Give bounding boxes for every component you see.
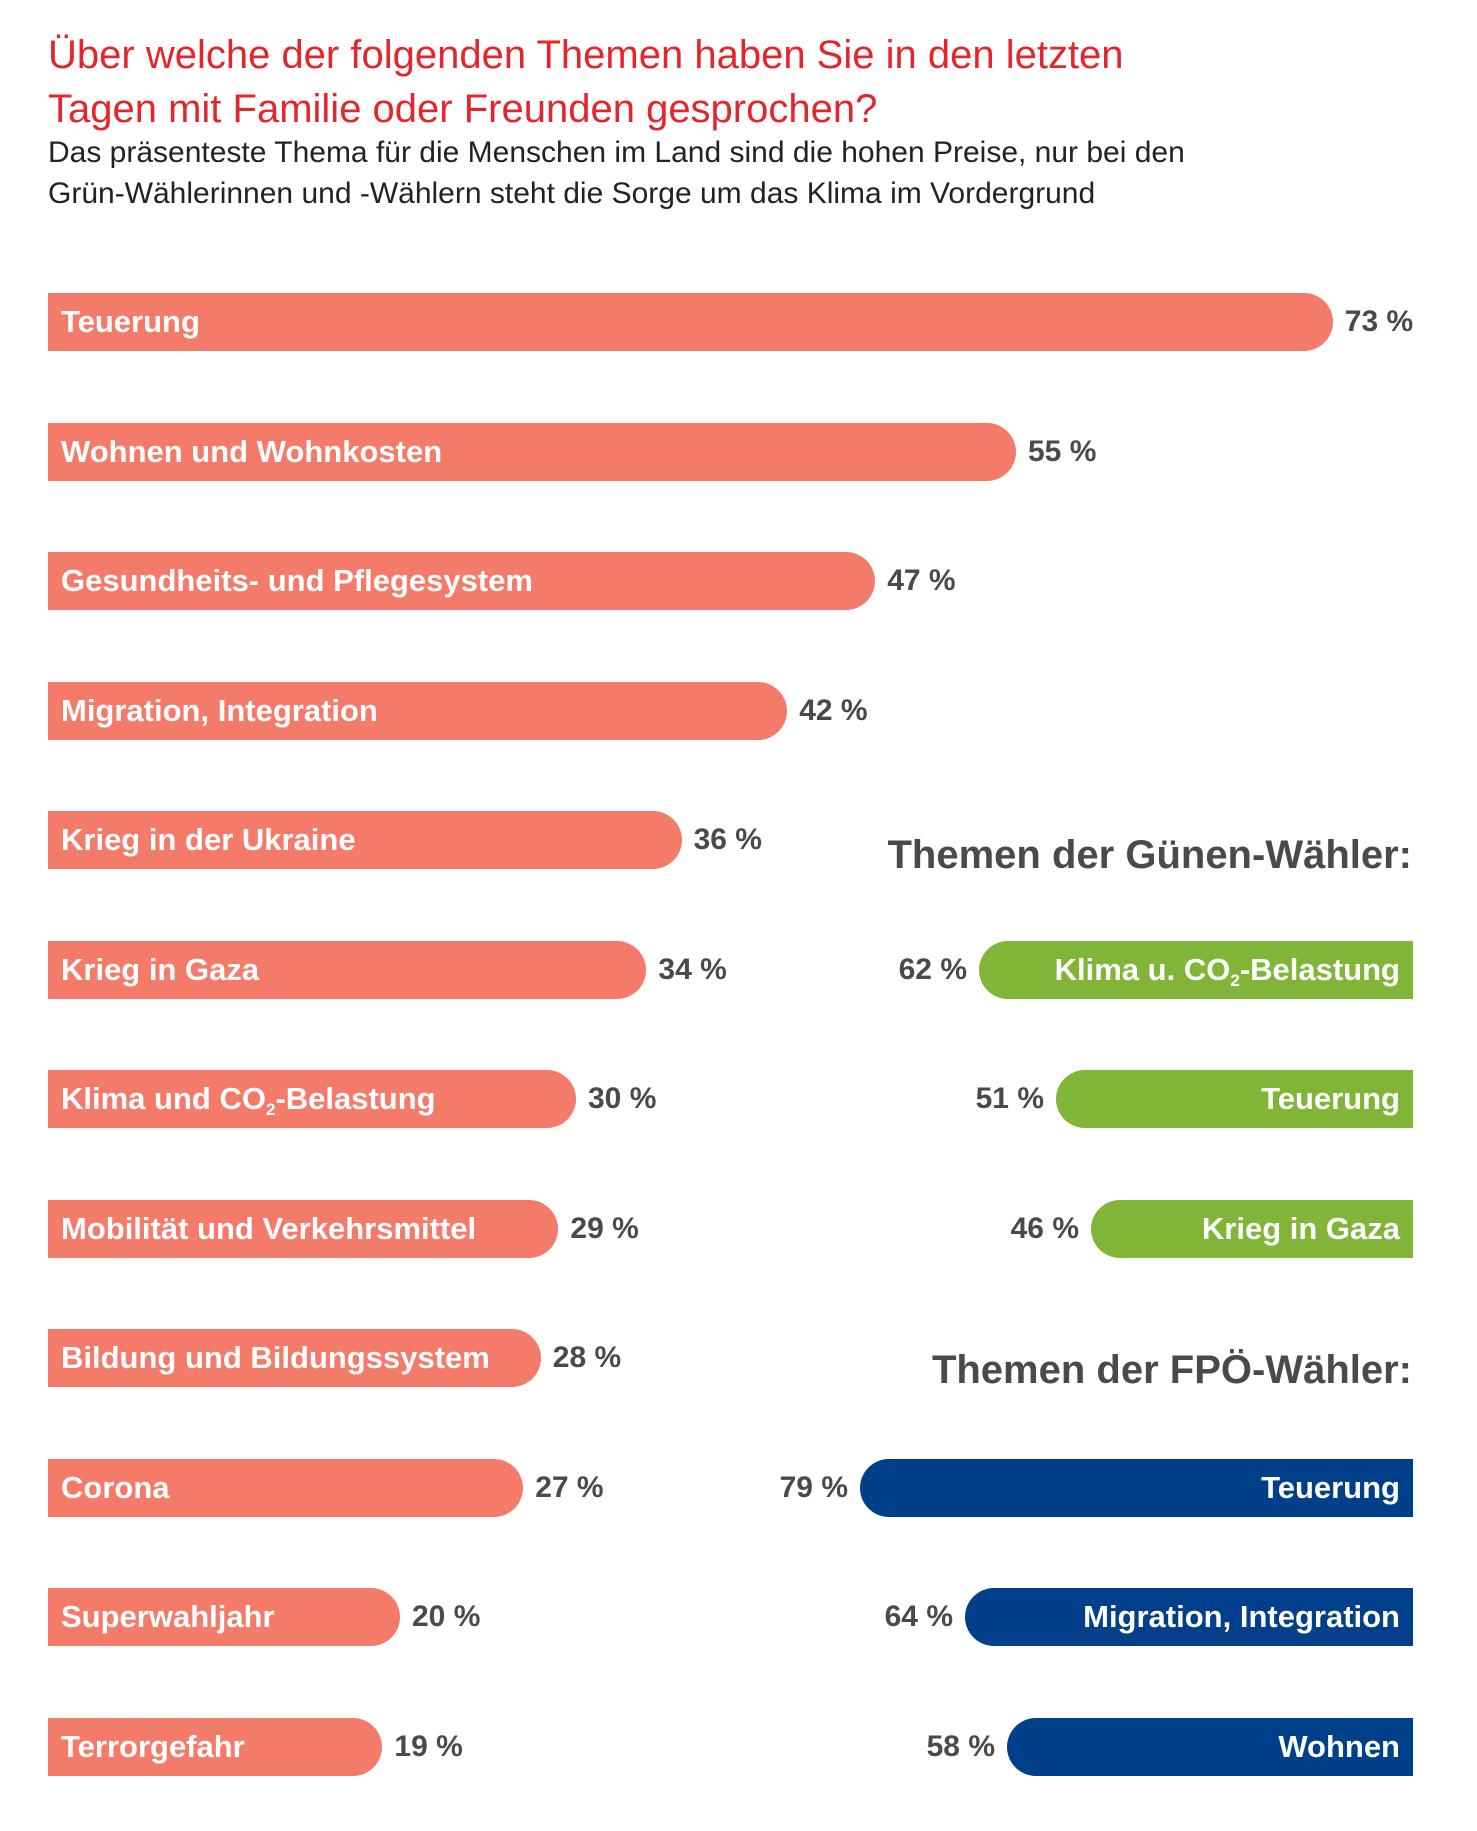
green-bar-krieg-in-gaza: Krieg in Gaza [1091,1199,1413,1258]
main-bar-terrorgefahr: Terrorgefahr [48,1717,383,1776]
main-bar-superwahljahr: Superwahljahr [48,1588,400,1646]
main-bar-gesundheits-und-pflegesystem: Gesundheits- und Pflegesystem [48,552,876,610]
fpo-voters-heading: Themen der FPÖ-Wähler: [931,1348,1412,1392]
main-value-superwahljahr: 20 % [412,1600,481,1633]
fpo-value-migration-integration: 64 % [884,1600,953,1633]
fpo-bar-wohnen: Wohnen [1007,1717,1413,1776]
main-value-krieg-in-gaza: 34 % [658,952,727,986]
green-bar-teuerung: Teuerung [1056,1070,1413,1128]
main-value-corona: 27 % [535,1470,604,1504]
main-value-krieg-in-der-ukraine: 36 % [693,823,762,856]
main-bar-corona: Corona [48,1458,524,1517]
green-value-teuerung: 51 % [975,1082,1044,1115]
chart-title: Über welche der folgenden Themen haben S… [48,28,1428,136]
fpo-value-wohnen: 58 % [926,1729,995,1763]
green-value-klima-u-co2-belastung: 62 % [898,952,967,986]
main-bar-krieg-in-der-ukraine: Krieg in der Ukraine [48,811,682,869]
main-value-wohnen-und-wohnkosten: 55 % [1028,434,1097,468]
fpo-bar-teuerung: Teuerung [860,1458,1413,1517]
main-bar-migration-integration: Migration, Integration [48,681,788,740]
chart-title-line-2: Tagen mit Familie oder Freunden gesproch… [48,87,878,131]
main-bar-klima-und-co2-belastung: Klima und CO2-Belastung [48,1070,576,1128]
chart-subtitle: Das präsenteste Thema für die Menschen i… [48,132,1428,214]
main-bar-mobilität-und-verkehrsmittel: Mobilität und Verkehrsmittel [48,1199,559,1258]
main-bar-teuerung: Teuerung [48,293,1333,351]
main-bar-krieg-in-gaza: Krieg in Gaza [48,940,647,999]
chart-subtitle-line-2: Grün-Wählerinnen und -Wählern steht die … [48,177,1096,210]
main-value-teuerung: 73 % [1344,305,1414,338]
fpo-bar-migration-integration: Migration, Integration [965,1588,1413,1646]
main-value-terrorgefahr: 19 % [394,1729,463,1763]
green-bar-klima-u-co2-belastung: Klima u. CO2-Belastung [979,940,1413,999]
green-voters-heading: Themen der Günen-Wähler: [887,833,1413,877]
main-bar-bildung-und-bildungssystem: Bildung und Bildungssystem [48,1329,541,1387]
main-value-klima-und-co2-belastung: 30 % [588,1082,657,1115]
chart-subtitle-line-1: Das präsenteste Thema für die Menschen i… [48,136,1185,169]
main-value-gesundheits-und-pflegesystem: 47 % [887,564,956,597]
main-bar-wohnen-und-wohnkosten: Wohnen und Wohnkosten [48,422,1016,481]
main-value-mobilität-und-verkehrsmittel: 29 % [570,1211,639,1245]
fpo-value-teuerung: 79 % [779,1470,848,1504]
chart-title-line-1: Über welche der folgenden Themen haben S… [48,33,1124,77]
green-value-krieg-in-gaza: 46 % [1010,1211,1079,1245]
main-value-bildung-und-bildungssystem: 28 % [552,1341,622,1374]
main-value-migration-integration: 42 % [799,693,868,727]
